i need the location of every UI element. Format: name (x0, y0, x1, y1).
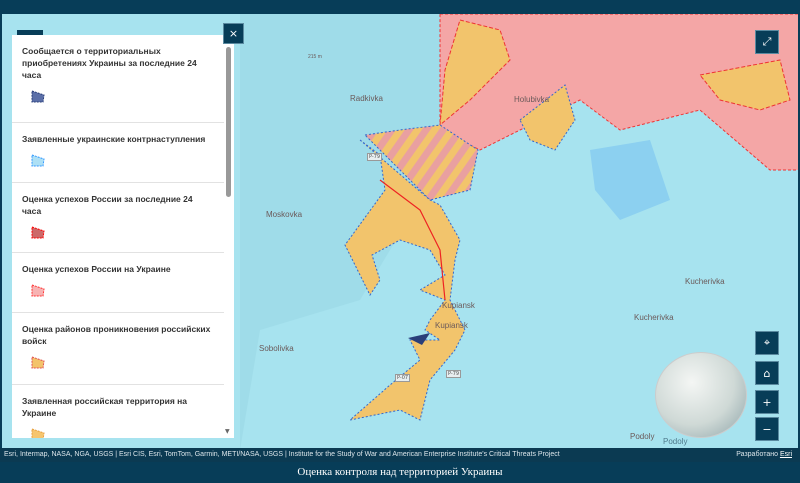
road-shield: P-07 (395, 374, 411, 382)
legend-item: Оценка успехов России за последние 24 ча… (12, 183, 224, 253)
legend-item: Заявленная российская территория на Укра… (12, 385, 224, 438)
legend-swatch (31, 428, 45, 438)
legend-swatch (31, 284, 45, 297)
place-label: Kupiansk (435, 321, 468, 330)
legend-item-label: Оценка успехов России на Украине (22, 264, 171, 274)
ukrainian-gain-area (408, 333, 430, 345)
legend-item: Заявленные украинские контрнаступления (12, 123, 224, 183)
legend-scrollbar[interactable] (226, 47, 231, 197)
zoom-out-button[interactable]: − (755, 417, 779, 441)
infiltration-area-east (699, 59, 791, 111)
expand-icon: ⤢ (762, 35, 772, 48)
close-icon: × (228, 27, 239, 40)
legend-swatch (31, 154, 45, 167)
place-label: Podoly (630, 432, 655, 441)
legend-item-label: Сообщается о территориальных приобретени… (22, 46, 197, 80)
attribution-bar: Esri, Intermap, NASA, NGA, USGS | Esri C… (0, 448, 800, 462)
road-shield: P-79 (446, 370, 462, 378)
place-label: Kupiansk (442, 301, 475, 310)
front-line (379, 179, 446, 301)
legend-item: Оценка районов проникновения российских … (12, 313, 224, 385)
place-label: Radkivka (350, 94, 383, 103)
home-icon: ⌂ (763, 366, 771, 380)
legend-swatch (31, 226, 45, 239)
place-label: Moskovka (266, 210, 303, 219)
close-legend-button[interactable]: × (223, 23, 244, 44)
field-area (590, 140, 670, 220)
place-label: Podoly (663, 437, 688, 446)
road-shield: P-79 (367, 153, 383, 161)
legend-item-label: Заявленные украинские контрнаступления (22, 134, 206, 144)
home-button[interactable]: ⌂ (755, 361, 779, 385)
legend-swatch (31, 356, 45, 369)
elevation-label: 215 m (308, 54, 322, 60)
place-label: Kucherivka (685, 277, 725, 286)
footer-title: Оценка контроля над территорией Украины (297, 466, 503, 478)
powered-by-text: Разработано (736, 451, 778, 458)
attribution-text: Esri, Intermap, NASA, NGA, USGS | Esri C… (4, 451, 560, 458)
terrain-shade (240, 14, 470, 448)
legend-item-label: Оценка районов проникновения российских … (22, 324, 211, 346)
infiltration-area-kupiansk (344, 139, 466, 421)
overview-globe[interactable] (655, 352, 747, 438)
minus-icon: − (762, 422, 772, 436)
legend-tab[interactable] (17, 30, 43, 36)
esri-link[interactable]: Esri (779, 451, 792, 458)
infiltration-area-north (439, 19, 511, 127)
infiltration-area-holubivka (519, 84, 576, 151)
legend-item: Сообщается о территориальных приобретени… (12, 35, 224, 123)
top-bar (0, 0, 800, 14)
legend-swatch (31, 90, 45, 103)
plus-icon: + (762, 395, 772, 409)
legend-item-label: Оценка успехов России за последние 24 ча… (22, 194, 193, 216)
place-label: Sobolivka (259, 344, 294, 353)
legend-item-label: Заявленная российская территория на Укра… (22, 396, 188, 418)
place-label: Holubivka (514, 95, 550, 104)
zoom-in-button[interactable]: + (755, 390, 779, 414)
legend-item: Оценка успехов России на Украине (12, 253, 224, 313)
locate-icon: ⌖ (763, 336, 771, 349)
place-label: Kucherivka (634, 313, 674, 322)
scroll-down-arrow-icon[interactable]: ▼ (225, 428, 230, 435)
expand-button[interactable]: ⤢ (755, 30, 779, 54)
contested-striped-area (363, 124, 479, 201)
legend-panel: Сообщается о территориальных приобретени… (12, 35, 234, 438)
locate-button[interactable]: ⌖ (755, 331, 779, 355)
